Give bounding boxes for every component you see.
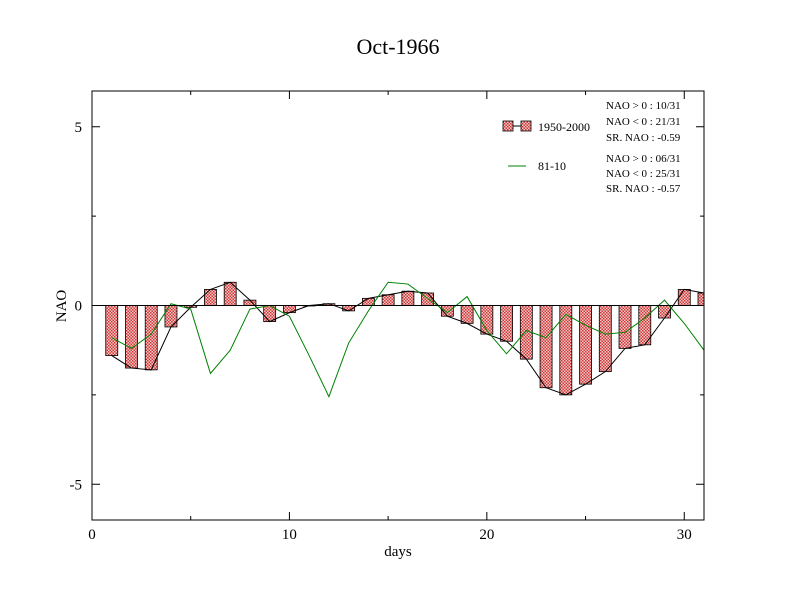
bar-series-1950-2000 — [105, 281, 705, 396]
y-tick-label: 0 — [75, 299, 83, 315]
bar-day-19 — [460, 305, 474, 324]
x-tick-label: 20 — [479, 527, 494, 543]
legend-label-1950-2000: 1950-2000 — [538, 120, 590, 134]
stat-1950-2000-positive: NAO > 0 : 10/31 — [606, 100, 681, 112]
bar-envelope-line — [111, 281, 705, 396]
stat-81-10-sr: SR. NAO : -0.57 — [606, 183, 681, 195]
x-axis-label: days — [384, 544, 412, 560]
legend-swatch-left — [502, 120, 514, 132]
y-axis-label: NAO — [54, 290, 70, 323]
y-tick-label: 5 — [75, 120, 83, 136]
stat-81-10-negative: NAO < 0 : 25/31 — [606, 168, 681, 180]
legend-label-81-10: 81-10 — [538, 159, 566, 173]
legend: 1950-2000 81-10 — [502, 120, 590, 173]
chart-title: Oct-1966 — [356, 34, 439, 59]
x-tick-label: 0 — [88, 527, 96, 543]
stat-1950-2000-negative: NAO < 0 : 21/31 — [606, 116, 681, 128]
bar-day-26 — [598, 305, 612, 373]
y-tick-label: -5 — [70, 477, 83, 493]
bar-day-16 — [401, 290, 415, 306]
axis-ticks — [91, 91, 704, 520]
bar-day-30 — [677, 289, 691, 306]
bar-day-6 — [204, 289, 217, 306]
bar-day-25 — [579, 305, 592, 385]
line-series-81-10 — [111, 281, 705, 398]
bar-day-23 — [539, 305, 553, 389]
bar-day-2 — [125, 305, 138, 369]
line-81-10 — [111, 281, 705, 398]
bar-day-1 — [105, 305, 119, 356]
x-tick-label: 10 — [282, 527, 297, 543]
bar-envelope — [111, 281, 705, 396]
x-tick-label: 30 — [677, 527, 692, 543]
stats-block: NAO > 0 : 10/31 NAO < 0 : 21/31 SR. NAO … — [606, 100, 681, 195]
stat-81-10-positive: NAO > 0 : 06/31 — [606, 153, 681, 165]
bar-day-31 — [697, 292, 705, 306]
bar-day-15 — [381, 294, 395, 306]
bar-day-27 — [618, 305, 632, 349]
bar-day-4 — [164, 305, 178, 328]
bar-day-21 — [500, 305, 513, 342]
stat-1950-2000-sr: SR. NAO : -0.59 — [606, 132, 681, 144]
tick-labels: 0 10 20 30 -5 0 5 — [70, 120, 692, 543]
legend-swatch-right — [520, 120, 532, 132]
